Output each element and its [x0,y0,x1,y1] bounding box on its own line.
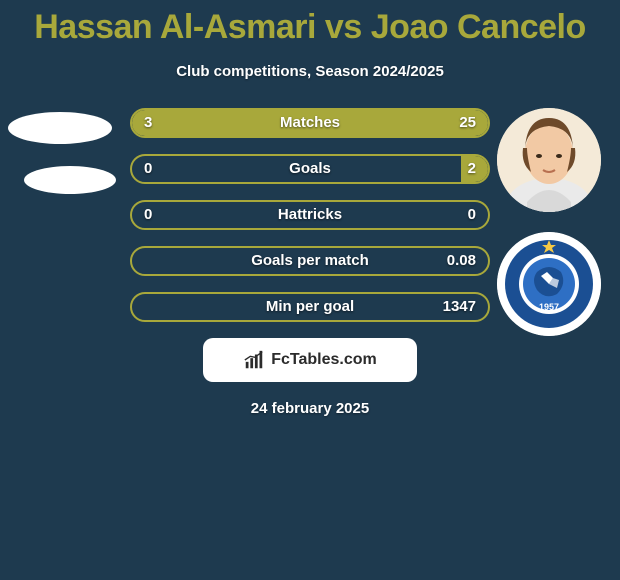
stat-bar: 325Matches [130,108,490,138]
stat-value-left: 0 [144,202,152,228]
stat-value-left: 3 [144,110,152,136]
stat-bar: 0.08Goals per match [130,246,490,276]
right-player-column: 1957 [497,108,612,336]
watermark: FcTables.com [203,338,417,382]
stat-bar: 0 0Hattricks [130,200,490,230]
left-player-club-placeholder [24,166,116,194]
comparison-content: 1957 325Matches02Goals00Hattricks0.08Goa… [0,108,620,322]
watermark-text: FcTables.com [271,351,377,369]
stat-value-right: 2 [468,156,476,182]
stat-bar-fill-right [170,110,488,136]
stat-label: Min per goal [132,294,488,320]
stat-label: Hattricks [132,202,488,228]
left-player-photo-placeholder [8,112,112,144]
footer-date: 24 february 2025 [0,400,620,417]
stat-label: Goals per match [132,248,488,274]
page-subtitle: Club competitions, Season 2024/2025 [0,63,620,80]
stat-label: Goals [132,156,488,182]
right-player-photo [497,108,601,212]
stat-bar: 0 2Goals [130,154,490,184]
stat-bar: 1347Min per goal [130,292,490,322]
stat-value-right: 0 [468,202,476,228]
stat-value-right: 0.08 [447,248,476,274]
stat-value-right: 1347 [443,294,476,320]
stat-value-left: 0 [144,156,152,182]
club-year-text: 1957 [539,302,559,312]
stat-value-right: 25 [459,110,476,136]
bar-chart-icon [243,349,265,371]
right-player-club-logo: 1957 [497,232,601,336]
page-title: Hassan Al-Asmari vs Joao Cancelo [0,0,620,47]
left-player-column [8,108,123,194]
stat-bars: 325Matches02Goals00Hattricks0.08Goals pe… [130,108,490,322]
